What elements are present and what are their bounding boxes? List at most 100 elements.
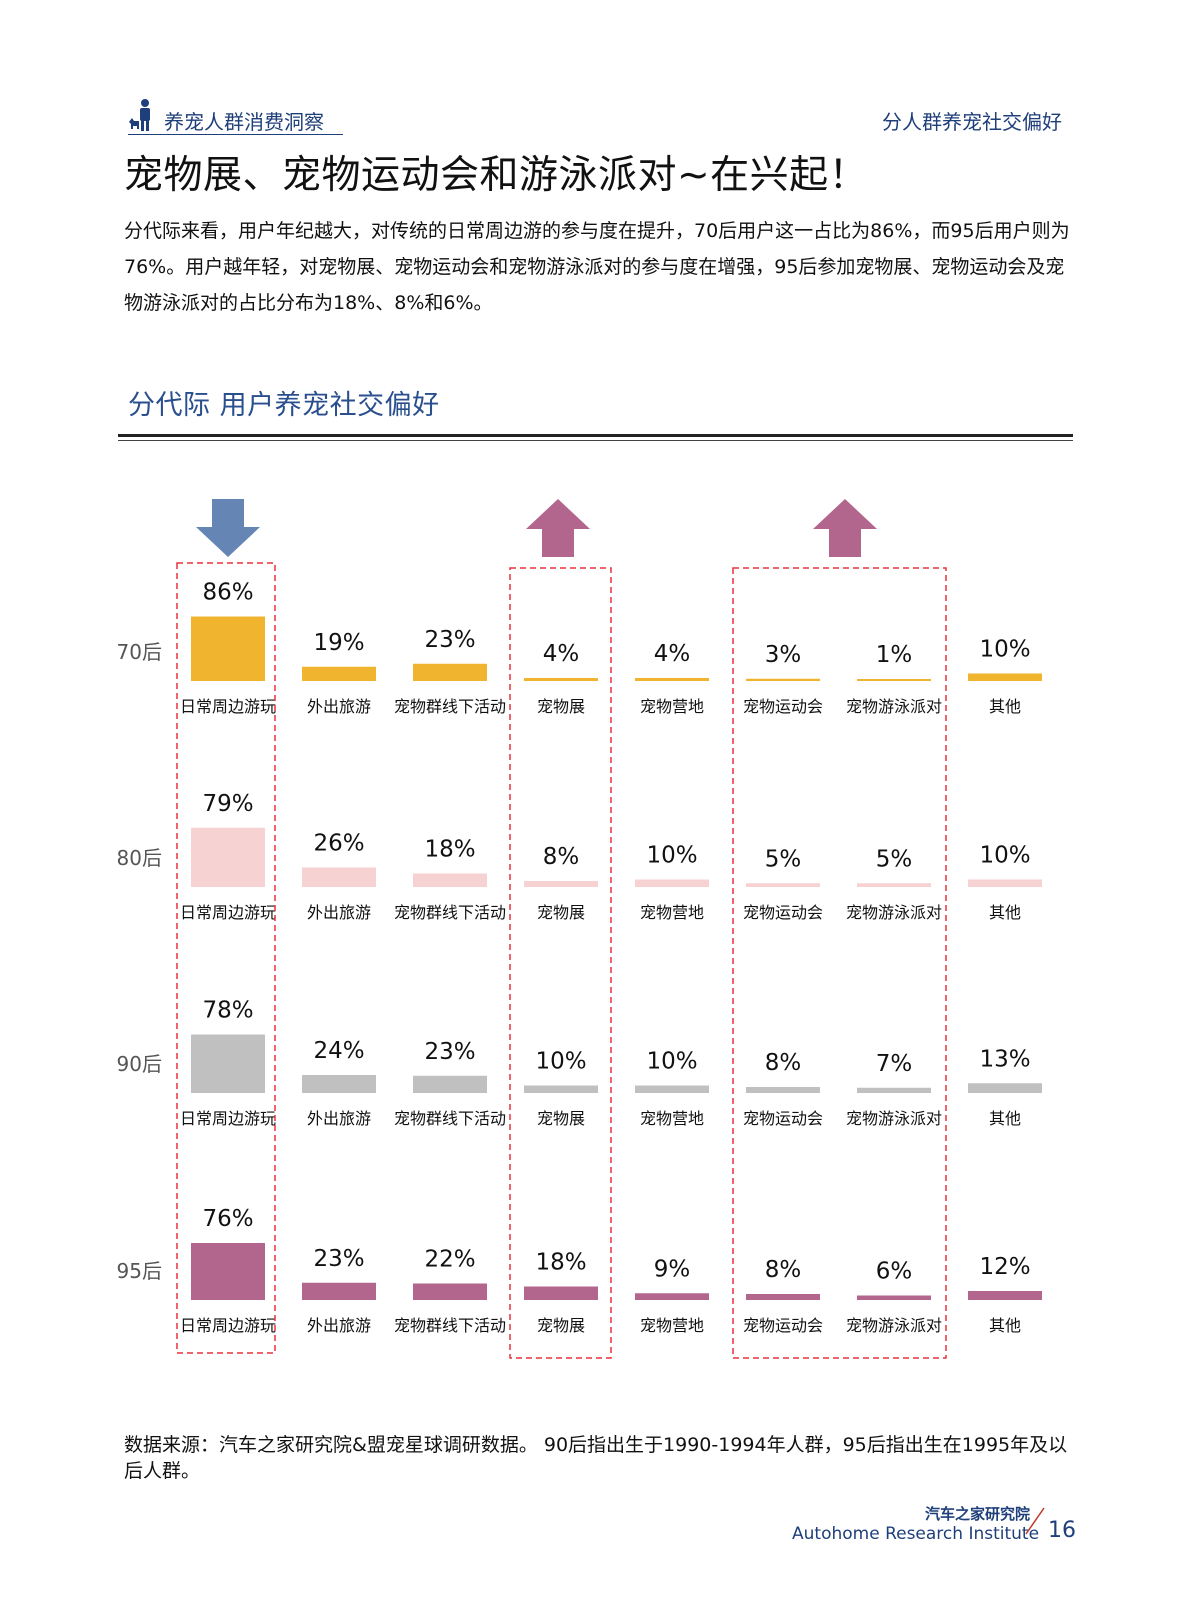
bar-95后-6: [857, 1295, 931, 1300]
category-label-80后-0: 日常周边游玩: [180, 903, 276, 922]
value-label-90后-7: 13%: [979, 1046, 1030, 1072]
bar-90后-2: [413, 1075, 487, 1093]
category-label-80后-6: 宠物游泳派对: [846, 903, 942, 922]
bar-70后-4: [635, 678, 709, 681]
value-label-80后-7: 10%: [979, 843, 1030, 869]
value-label-90后-5: 8%: [765, 1050, 802, 1076]
page-number: 16: [1048, 1518, 1076, 1543]
row-label-70后: 70后: [117, 640, 162, 664]
bar-95后-4: [635, 1293, 709, 1300]
category-label-80后-2: 宠物群线下活动: [394, 903, 506, 922]
category-label-70后-4: 宠物营地: [640, 697, 704, 716]
value-label-70后-3: 4%: [543, 641, 580, 667]
bar-80后-7: [968, 879, 1042, 887]
footer-slash-icon: [1025, 1507, 1045, 1535]
category-label-80后-7: 其他: [989, 903, 1021, 922]
header-right-title: 分人群养宠社交偏好: [882, 110, 1062, 134]
category-label-70后-1: 外出旅游: [307, 697, 371, 716]
value-label-80后-4: 10%: [646, 843, 697, 869]
category-label-70后-0: 日常周边游玩: [180, 697, 276, 716]
section-title: 分代际 用户养宠社交偏好: [128, 390, 440, 421]
arrow-up-pet-show: [526, 499, 590, 557]
person-with-dog-icon: [129, 99, 150, 131]
footer-org-en: Autohome Research Institute: [792, 1524, 1040, 1544]
bar-95后-2: [413, 1283, 487, 1300]
section-rule: [118, 434, 1073, 437]
category-label-95后-3: 宠物展: [537, 1316, 585, 1335]
bar-70后-7: [968, 673, 1042, 681]
value-label-70后-2: 23%: [424, 627, 475, 653]
category-label-80后-4: 宠物营地: [640, 903, 704, 922]
bar-90后-5: [746, 1087, 820, 1093]
value-label-80后-0: 79%: [202, 791, 253, 817]
row-label-80后: 80后: [117, 846, 162, 870]
value-label-95后-0: 76%: [202, 1206, 253, 1232]
section-rule-thin: [118, 440, 1073, 441]
bar-70后-5: [746, 678, 820, 681]
highlight-box-pet-show: [509, 567, 612, 1359]
category-label-95后-1: 外出旅游: [307, 1316, 371, 1335]
value-label-70后-4: 4%: [654, 641, 691, 667]
bar-90后-1: [302, 1075, 376, 1093]
value-label-95后-4: 9%: [654, 1256, 691, 1282]
value-label-95后-1: 23%: [313, 1246, 364, 1272]
value-label-90后-3: 10%: [535, 1049, 586, 1075]
bar-95后-0: [191, 1243, 265, 1300]
bar-70后-6: [857, 679, 931, 681]
category-label-70后-5: 宠物运动会: [743, 697, 823, 716]
bar-80后-0: [191, 827, 265, 887]
value-label-70后-0: 86%: [202, 580, 253, 606]
value-label-70后-1: 19%: [313, 630, 364, 656]
value-label-90后-2: 23%: [424, 1039, 475, 1065]
bar-95后-1: [302, 1282, 376, 1300]
bar-80后-1: [302, 867, 376, 887]
category-label-95后-2: 宠物群线下活动: [394, 1316, 506, 1335]
bar-80后-3: [524, 881, 598, 887]
value-label-80后-6: 5%: [876, 846, 913, 872]
arrow-down-daily-trip: [196, 499, 260, 557]
value-label-95后-7: 12%: [979, 1254, 1030, 1280]
category-label-70后-3: 宠物展: [537, 697, 585, 716]
bar-80后-6: [857, 883, 931, 887]
bar-90后-6: [857, 1087, 931, 1093]
category-label-90后-4: 宠物营地: [640, 1109, 704, 1128]
arrow-up-sports-swim: [813, 499, 877, 557]
row-label-95后: 95后: [117, 1259, 162, 1283]
bar-95后-7: [968, 1291, 1042, 1300]
bar-70后-1: [302, 666, 376, 681]
footer-org-cn: 汽车之家研究院: [925, 1505, 1031, 1523]
category-label-95后-6: 宠物游泳派对: [846, 1316, 942, 1335]
source-note: 数据来源：汽车之家研究院&盟宠星球调研数据。 90后指出生于1990-1994年…: [124, 1434, 1068, 1482]
category-label-90后-1: 外出旅游: [307, 1109, 371, 1128]
value-label-95后-5: 8%: [765, 1257, 802, 1283]
value-label-80后-3: 8%: [543, 844, 580, 870]
value-label-95后-2: 22%: [424, 1247, 475, 1273]
category-label-80后-5: 宠物运动会: [743, 903, 823, 922]
header-left-title: 养宠人群消费洞察: [164, 110, 324, 134]
bar-95后-3: [524, 1286, 598, 1300]
bar-80后-5: [746, 883, 820, 887]
bar-70后-0: [191, 616, 265, 681]
bar-90后-4: [635, 1085, 709, 1093]
bar-90后-7: [968, 1083, 1042, 1093]
value-label-70后-6: 1%: [876, 642, 913, 668]
intro-paragraph: 分代际来看，用户年纪越大，对传统的日常周边游的参与度在提升，70后用户这一占比为…: [124, 220, 1070, 314]
bar-80后-2: [413, 873, 487, 887]
page-title: 宠物展、宠物运动会和游泳派对~在兴起！: [124, 153, 869, 198]
bar-95后-5: [746, 1294, 820, 1300]
category-label-95后-5: 宠物运动会: [743, 1316, 823, 1335]
value-label-90后-1: 24%: [313, 1038, 364, 1064]
category-label-95后-7: 其他: [989, 1316, 1021, 1335]
category-label-70后-7: 其他: [989, 697, 1021, 716]
value-label-80后-5: 5%: [765, 846, 802, 872]
value-label-95后-6: 6%: [876, 1259, 913, 1285]
value-label-90后-0: 78%: [202, 998, 253, 1024]
highlight-box-sports-swim: [732, 567, 947, 1359]
highlight-box-daily-trip: [176, 562, 276, 1354]
bar-70后-2: [413, 663, 487, 681]
value-label-90后-6: 7%: [876, 1051, 913, 1077]
value-label-70后-5: 3%: [765, 642, 802, 668]
category-label-95后-0: 日常周边游玩: [180, 1316, 276, 1335]
header-left: 养宠人群消费洞察: [128, 98, 343, 135]
